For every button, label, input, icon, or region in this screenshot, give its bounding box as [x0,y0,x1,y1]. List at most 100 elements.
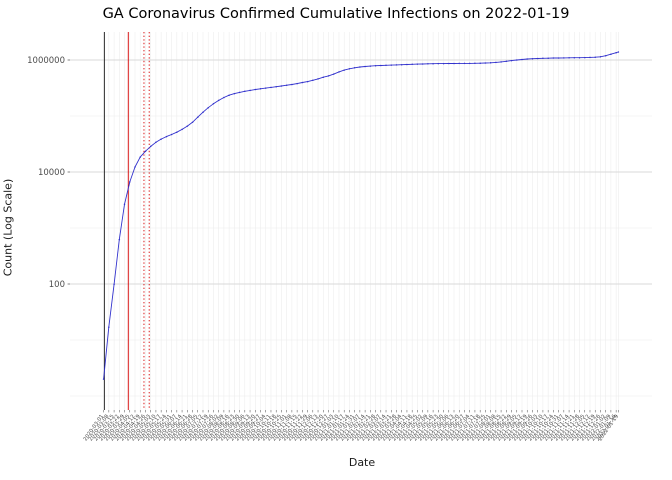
data-point [584,56,586,59]
data-point [359,66,361,68]
data-point [139,156,141,158]
data-point [542,57,544,60]
data-point [176,131,178,133]
data-point [380,64,382,67]
data-point [505,60,508,63]
data-point [526,58,528,60]
data-point [374,64,377,67]
data-point [113,283,115,285]
data-point [437,62,440,65]
data-point [285,84,288,86]
data-point [531,57,534,60]
data-point [264,87,267,89]
data-point [217,99,220,102]
data-point [144,150,147,152]
data-point [291,83,293,86]
data-point [202,111,204,113]
data-point [186,125,189,127]
data-point [275,85,277,88]
data-point [364,65,366,68]
data-point [306,80,309,83]
data-point [536,57,539,60]
chart-title: GA Coronavirus Confirmed Cumulative Infe… [102,6,570,22]
data-point [259,88,262,90]
data-point [327,75,330,77]
data-point [160,138,162,140]
data-point [223,96,225,99]
data-point [254,88,257,91]
data-point [406,63,408,66]
data-point [249,89,251,92]
data-point [495,61,497,64]
y-tick-label: 10000 [38,168,65,178]
data-point [479,62,481,64]
data-point [233,92,236,95]
data-point [573,56,576,59]
data-point [149,145,152,148]
data-point [181,128,183,131]
data-point [385,64,387,67]
data-point [280,85,283,87]
data-point [244,90,246,93]
data-point [238,91,241,94]
data-point [427,63,429,65]
data-point [416,63,419,65]
data-point [228,94,230,96]
data-point [578,56,581,59]
x-axis: 2020-03-012020-03-082020-03-152020-03-22… [83,410,620,442]
data-point [155,141,157,144]
y-axis: 100 10000 1000000 [27,56,70,290]
data-point [369,65,372,67]
data-point [270,86,272,89]
x-axis-title: Date [348,456,376,469]
data-point [474,62,476,65]
data-point [421,63,424,65]
data-point [191,121,194,124]
data-series [102,51,620,380]
data-point [510,59,513,62]
data-point [453,62,455,65]
data-point [442,62,445,65]
data-point [123,203,126,206]
data-point [312,79,314,82]
data-point [484,62,487,64]
data-point [615,51,617,54]
data-point [557,57,560,59]
data-point [296,82,298,85]
y-gridlines [70,59,652,397]
reference-lines [103,32,150,410]
data-point [134,166,136,168]
data-point [599,56,602,58]
data-point [108,326,110,328]
data-point [390,64,393,66]
data-point [170,133,173,136]
data-point [521,58,523,61]
data-point [317,78,319,80]
data-point [432,62,434,65]
data-point [552,57,555,59]
data-line [103,51,619,380]
data-point [468,62,471,65]
data-point [610,53,612,55]
data-point [338,71,340,73]
data-point [563,57,565,59]
data-point [604,54,607,57]
data-point [400,63,403,66]
data-point [617,51,620,53]
data-point [458,62,460,65]
data-point [589,56,591,59]
data-point [343,69,345,71]
data-point [332,73,335,75]
y-tick-label: 100 [49,280,65,290]
data-point [448,62,450,65]
data-point [463,62,466,65]
data-point [395,64,398,66]
data-point [489,62,492,64]
data-point [165,135,168,138]
data-point [322,76,325,78]
y-axis-title: Count (Log Scale) [1,178,15,277]
data-point [547,57,549,59]
data-point [411,63,413,66]
data-point [212,103,215,105]
